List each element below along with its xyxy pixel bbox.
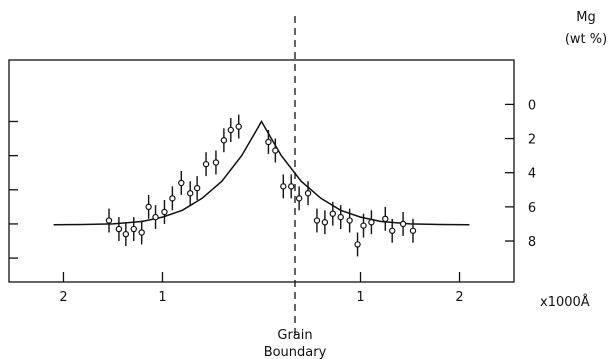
data-point	[202, 152, 210, 177]
point-marker	[288, 183, 295, 190]
data-point	[360, 213, 367, 238]
data-point	[389, 218, 396, 243]
point-marker	[272, 147, 279, 154]
y-tick-label-0: 0	[528, 98, 536, 113]
data-point	[280, 174, 287, 199]
x-tick-label-2: 1	[356, 290, 364, 305]
point-marker	[280, 183, 287, 190]
point-marker	[161, 208, 168, 216]
point-marker	[265, 138, 272, 146]
point-marker	[337, 213, 344, 221]
data-point	[145, 194, 152, 219]
data-point	[152, 205, 159, 230]
data-point	[169, 186, 176, 211]
data-point	[337, 205, 344, 230]
point-marker	[313, 217, 321, 224]
x-axis-unit: x1000Å	[540, 294, 590, 310]
data-point	[220, 128, 228, 153]
data-point	[105, 208, 113, 233]
point-marker	[178, 179, 185, 187]
data-point	[130, 217, 137, 242]
point-marker	[193, 184, 201, 192]
point-marker	[399, 220, 407, 228]
data-point	[122, 222, 130, 247]
grain-boundary-label-1: Grain	[277, 328, 312, 343]
grain-boundary-label-2: Boundary	[264, 345, 327, 359]
data-point	[368, 210, 375, 235]
y-tick-label-2: 4	[528, 167, 536, 182]
point-marker	[202, 160, 210, 168]
data-point	[115, 217, 123, 242]
x-tick-label-1: 1	[158, 290, 166, 305]
y-tick-label-4: 8	[528, 235, 536, 250]
point-marker	[346, 217, 353, 224]
data-point	[409, 218, 417, 243]
data-point	[178, 171, 185, 195]
x-tick-label-0: 2	[59, 290, 67, 305]
point-marker	[321, 219, 329, 226]
point-marker	[304, 189, 312, 197]
y-axis-unit: (wt %)	[565, 32, 607, 47]
data-point	[354, 232, 361, 257]
point-marker	[145, 203, 152, 211]
point-marker	[115, 225, 123, 233]
point-marker	[235, 123, 242, 130]
data-point	[265, 130, 272, 154]
data-point	[399, 211, 407, 236]
point-marker	[382, 215, 389, 223]
data-point	[295, 186, 303, 211]
point-marker	[138, 229, 145, 236]
point-marker	[122, 230, 130, 238]
point-marker	[329, 210, 336, 217]
point-marker	[220, 137, 228, 144]
data-point	[304, 181, 312, 206]
data-point	[138, 220, 145, 245]
y-axis-title: Mg	[576, 10, 595, 25]
point-marker	[212, 159, 220, 166]
data-point	[313, 208, 321, 233]
point-marker	[152, 213, 159, 221]
data-point	[288, 174, 295, 199]
data-point	[187, 181, 194, 206]
x-tick-label-3: 2	[455, 290, 463, 305]
plot-frame	[8, 59, 515, 283]
point-marker	[130, 225, 137, 233]
data-point	[161, 200, 168, 224]
data-point	[227, 118, 235, 142]
data-point	[193, 176, 201, 201]
point-marker	[187, 189, 194, 197]
data-point	[212, 150, 220, 175]
data-point	[382, 206, 389, 231]
y-tick-label-1: 2	[528, 133, 536, 148]
point-marker	[409, 227, 417, 234]
data-point	[235, 114, 242, 139]
data-point	[321, 210, 329, 235]
point-marker	[368, 219, 375, 226]
point-marker	[295, 195, 303, 202]
data-point	[346, 208, 353, 233]
point-marker	[360, 222, 367, 229]
fit-curve	[53, 120, 470, 226]
point-marker	[169, 195, 176, 202]
point-marker	[354, 241, 361, 248]
point-marker	[389, 227, 396, 234]
data-point	[329, 201, 336, 226]
point-marker	[227, 126, 235, 134]
y-tick-label-3: 6	[528, 201, 536, 216]
data-point	[272, 138, 279, 163]
point-marker	[105, 217, 113, 224]
